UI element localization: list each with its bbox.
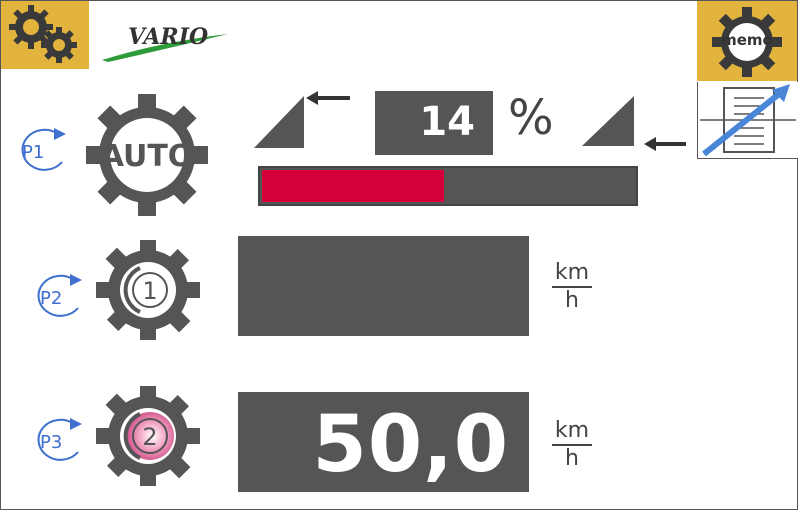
vario-logo: VARIO	[100, 14, 230, 64]
memo-button[interactable]: memo	[697, 1, 797, 81]
report-chart-icon	[700, 84, 796, 157]
cruise1-unit-h: h	[565, 288, 579, 313]
profile-p2-label: P2	[40, 288, 62, 309]
auto-mode-button[interactable]: AUTO	[78, 90, 216, 220]
auto-label: AUTO	[101, 139, 194, 174]
report-button[interactable]	[697, 82, 798, 159]
cruise2-speed-unit: km h	[552, 418, 592, 472]
cruise2-unit-km: km	[552, 418, 592, 446]
cruise1-speed-display[interactable]	[238, 236, 529, 336]
profile-p3-button[interactable]: P3	[30, 416, 88, 464]
cruise1-button[interactable]: 1	[92, 236, 204, 344]
cruise2-speed-display[interactable]: 50,0	[238, 392, 529, 492]
settings-button[interactable]	[1, 1, 89, 69]
ramp-up-icon	[582, 96, 634, 146]
gears-icon	[9, 5, 77, 63]
setting-unit: %	[508, 90, 554, 146]
cruise1-unit-km: km	[552, 260, 592, 288]
cruise2-label: 2	[142, 423, 157, 451]
profile-p1-button[interactable]: P1	[14, 126, 72, 174]
profile-p1-label: P1	[22, 142, 44, 163]
ramp-down-icon	[254, 96, 304, 148]
decrease-button[interactable]	[252, 88, 362, 150]
setting-progress-fill	[262, 170, 444, 202]
arrow-left-icon	[644, 137, 656, 151]
cruise2-speed-value: 50,0	[312, 400, 509, 490]
setting-progress-bar	[258, 166, 638, 206]
profile-p2-button[interactable]: P2	[30, 272, 88, 320]
profile-p3-label: P3	[40, 432, 62, 453]
cruise2-unit-h: h	[565, 446, 579, 471]
memo-label: memo	[721, 31, 773, 49]
cruise2-button[interactable]: 2	[92, 382, 204, 490]
increase-button[interactable]	[580, 94, 690, 156]
setting-value: 14	[419, 99, 475, 145]
cruise1-label: 1	[142, 277, 157, 305]
logo-text: VARIO	[128, 24, 208, 50]
setting-value-box: 14	[375, 91, 493, 155]
cruise1-speed-unit: km h	[552, 260, 592, 314]
arrow-left-icon	[306, 91, 318, 105]
